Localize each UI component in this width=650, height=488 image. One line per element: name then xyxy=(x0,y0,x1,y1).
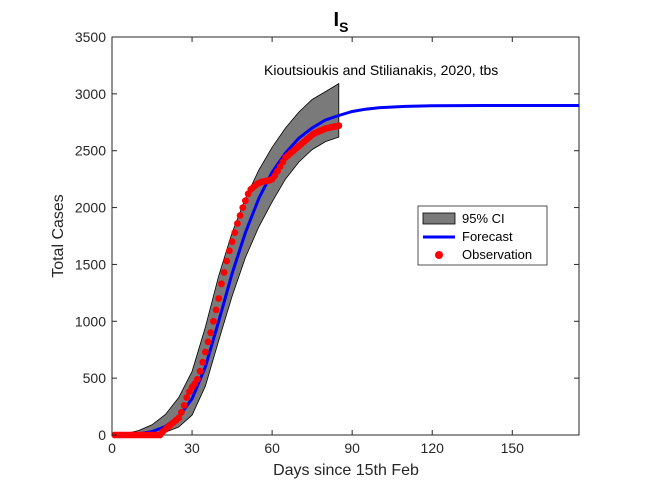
legend-swatch-ci xyxy=(422,212,456,225)
observation-point xyxy=(178,408,185,416)
observation-point xyxy=(335,122,343,130)
legend-label-observation: Observation xyxy=(462,247,532,262)
legend-swatch-observation xyxy=(435,251,443,259)
legend: 95% CI Forecast Observation xyxy=(417,205,548,266)
observation-point xyxy=(218,280,225,288)
observation-point xyxy=(210,317,217,325)
x-axis-label: Days since 15th Feb xyxy=(273,462,419,479)
y-tick-label: 2500 xyxy=(75,143,106,159)
observation-point xyxy=(234,220,241,227)
x-tick-label: 150 xyxy=(501,440,525,456)
observation-point xyxy=(220,269,228,276)
y-tick-label: 0 xyxy=(98,427,106,443)
y-axis-label: Total Cases xyxy=(50,194,67,278)
observation-point xyxy=(223,257,231,265)
chart-title-main: I xyxy=(334,9,340,31)
observation-points-layer xyxy=(111,122,343,439)
observation-point xyxy=(239,204,247,212)
observation-point xyxy=(194,375,201,383)
observation-point xyxy=(212,306,220,314)
observation-point xyxy=(226,247,233,255)
observation-point xyxy=(236,212,244,219)
x-tick-label: 0 xyxy=(108,440,116,456)
x-tick-label: 30 xyxy=(184,440,200,456)
observation-point xyxy=(183,394,191,401)
observation-point xyxy=(204,338,212,346)
observation-point xyxy=(207,329,215,337)
legend-label-forecast: Forecast xyxy=(462,229,513,244)
x-tick-label: 120 xyxy=(421,440,445,456)
observation-point xyxy=(215,295,223,302)
observation-point xyxy=(175,414,183,422)
observation-point xyxy=(196,367,204,375)
x-tick-label: 90 xyxy=(344,440,360,456)
y-tick-label: 500 xyxy=(83,370,107,386)
chart-title-subscript: S xyxy=(339,19,348,35)
y-tick-label: 3000 xyxy=(75,86,106,102)
chart-title: IS xyxy=(334,9,349,35)
y-tick-label: 2000 xyxy=(75,200,106,216)
observation-point xyxy=(228,238,236,246)
observation-point xyxy=(242,197,249,205)
observation-point xyxy=(202,348,209,356)
y-tick-label: 1000 xyxy=(75,313,106,329)
x-tick-label: 60 xyxy=(264,440,280,456)
legend-label-ci: 95% CI xyxy=(462,211,505,226)
observation-point xyxy=(180,402,188,409)
y-tick-label: 1500 xyxy=(75,256,106,272)
axis-ticks-layer: 0 30 60 90 120 150050010001500200025003000350… xyxy=(75,29,579,456)
observation-point xyxy=(231,229,239,237)
chart-annotation: Kioutsioukis and Stilianakis, 2020, tbs xyxy=(264,62,498,78)
y-tick-label: 3500 xyxy=(75,29,106,45)
observation-point xyxy=(199,358,207,366)
